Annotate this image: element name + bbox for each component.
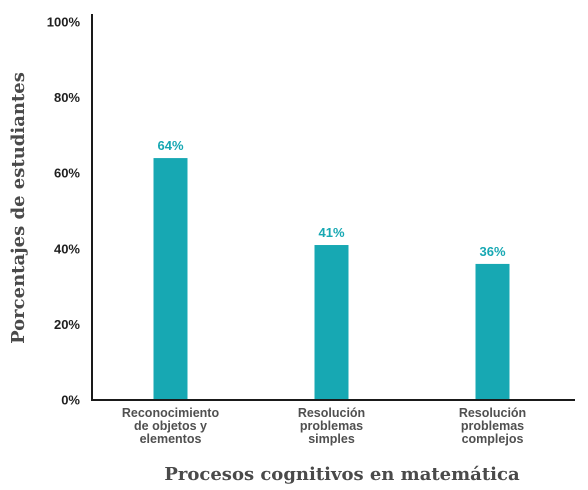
x-tick-label: Resolución problemas simples	[298, 406, 365, 446]
bar	[314, 245, 349, 400]
data-labels: 64% 41% 36%	[157, 138, 505, 259]
data-label: 41%	[318, 225, 344, 240]
bar	[475, 263, 510, 400]
y-tick-label: 40%	[54, 241, 80, 256]
y-axis-ticks: 0% 20% 40% 60% 80% 100%	[47, 15, 81, 408]
x-tick-label: Reconocimiento de objetos y elementos	[122, 406, 220, 446]
bars	[153, 158, 510, 400]
y-tick-label: 60%	[54, 166, 80, 181]
x-axis-ticks: Reconocimiento de objetos y elementos Resol…	[122, 406, 526, 446]
x-axis-label: Procesos cognitivos en matemática	[164, 464, 520, 485]
y-tick-label: 80%	[54, 90, 80, 105]
data-label: 64%	[157, 138, 183, 153]
x-tick-label: Resolución problemas complejos	[459, 406, 526, 446]
y-tick-label: 0%	[61, 393, 80, 408]
y-tick-label: 100%	[47, 15, 81, 30]
data-label: 36%	[479, 244, 505, 259]
y-axis-label: Porcentajes de estudiantes	[8, 72, 29, 344]
bar	[153, 158, 188, 400]
y-tick-label: 20%	[54, 317, 80, 332]
